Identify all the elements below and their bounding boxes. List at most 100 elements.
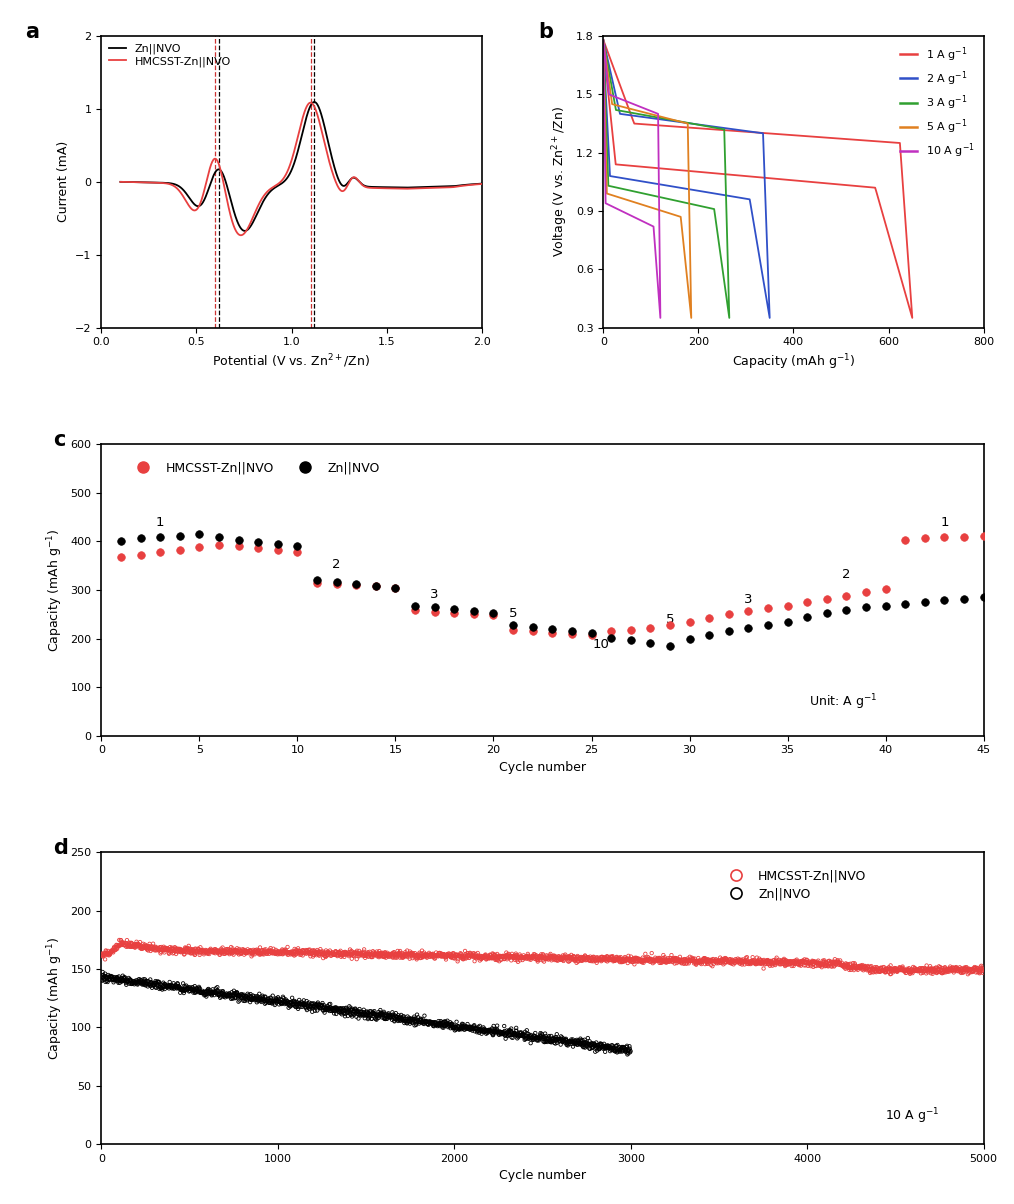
Point <box>776 949 792 968</box>
Point <box>546 946 562 966</box>
Point <box>179 938 196 957</box>
Point <box>460 1019 477 1038</box>
Point <box>259 944 275 963</box>
Point <box>189 940 205 960</box>
Point <box>209 942 225 961</box>
Point <box>629 951 645 970</box>
Point <box>479 949 495 968</box>
Point <box>192 982 208 1002</box>
Point <box>531 948 548 967</box>
Point <box>440 946 456 966</box>
Point <box>347 943 363 962</box>
Point <box>135 972 151 991</box>
Point <box>533 1028 550 1047</box>
Point <box>290 999 306 1019</box>
Point <box>211 986 227 1005</box>
Point <box>285 995 301 1014</box>
Point <box>763 954 779 973</box>
Point <box>97 964 114 984</box>
Point <box>439 944 455 963</box>
Point <box>220 943 236 962</box>
Point <box>170 976 187 996</box>
Point <box>675 951 692 970</box>
Point <box>209 981 225 1001</box>
Point <box>446 1017 462 1037</box>
Point <box>467 1019 484 1038</box>
Point <box>564 948 580 967</box>
Point <box>224 939 240 958</box>
Point <box>395 944 412 963</box>
Point <box>900 958 917 978</box>
Point <box>683 951 700 970</box>
Point <box>526 1026 542 1045</box>
Point <box>438 1015 454 1034</box>
Point <box>341 1001 357 1020</box>
Point <box>335 1002 351 1021</box>
Point <box>571 950 587 969</box>
Point <box>354 945 370 964</box>
Point <box>374 1008 390 1027</box>
Point <box>265 944 281 963</box>
Point <box>842 958 858 978</box>
Point <box>897 961 914 980</box>
Point <box>700 950 716 969</box>
Point <box>704 951 720 970</box>
Point <box>728 951 744 970</box>
Point <box>806 952 822 972</box>
Zn||NVO <box>133 175 145 189</box>
Point <box>196 982 212 1002</box>
Point <box>557 945 573 964</box>
Point <box>272 943 288 962</box>
Point <box>257 991 273 1010</box>
Point <box>906 957 922 976</box>
Point <box>837 955 853 974</box>
Point <box>391 948 408 967</box>
Point <box>486 946 502 966</box>
Point <box>865 960 881 979</box>
Point <box>210 943 226 962</box>
Point <box>484 1020 500 1039</box>
Point <box>674 950 691 969</box>
Point <box>144 940 160 960</box>
Point <box>467 946 484 966</box>
Point <box>559 1035 575 1055</box>
Point <box>307 995 323 1014</box>
Point <box>191 982 207 1002</box>
Point <box>178 979 195 998</box>
Point <box>447 1017 463 1037</box>
Point <box>570 952 586 972</box>
Point <box>783 952 799 972</box>
Point <box>409 1011 425 1031</box>
Point <box>133 970 149 990</box>
Point <box>674 952 691 972</box>
Point <box>940 960 956 979</box>
Point <box>502 1020 518 1039</box>
Point <box>531 950 548 969</box>
Point <box>415 946 431 966</box>
Point <box>971 963 988 982</box>
Point <box>926 960 942 979</box>
Point <box>161 944 177 963</box>
Point <box>665 950 681 969</box>
Point <box>285 992 301 1011</box>
Point <box>309 944 325 963</box>
Point <box>286 945 302 964</box>
Point <box>856 961 872 980</box>
Point <box>250 988 267 1008</box>
Point <box>294 940 310 960</box>
Point <box>291 993 307 1013</box>
Point <box>412 1013 428 1032</box>
Point <box>859 958 875 978</box>
Point <box>203 939 219 958</box>
Point <box>413 1010 429 1029</box>
Point <box>755 958 772 978</box>
Point <box>805 951 821 970</box>
Point <box>129 970 145 990</box>
Point <box>485 948 501 967</box>
Point <box>630 949 646 968</box>
Point <box>901 964 918 984</box>
Point <box>571 1033 587 1052</box>
Point <box>295 995 311 1014</box>
Point <box>145 976 161 996</box>
Point <box>313 943 330 962</box>
